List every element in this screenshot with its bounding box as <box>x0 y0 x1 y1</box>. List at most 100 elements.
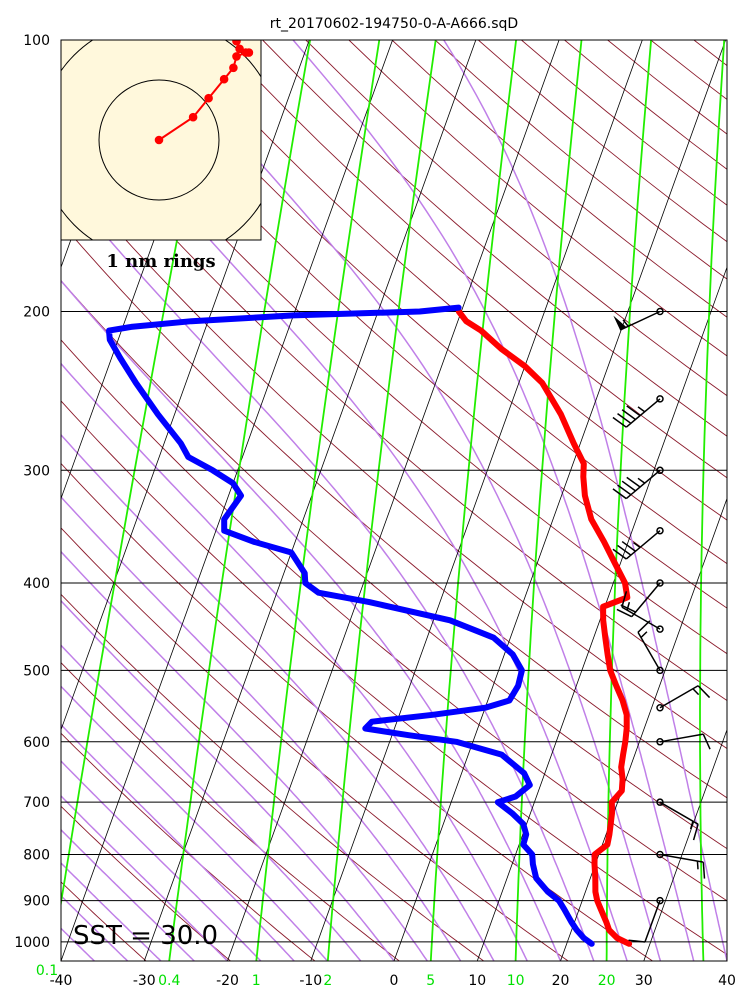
temperature-point <box>600 617 606 623</box>
hodograph-point <box>240 31 246 37</box>
wind-barb <box>656 850 706 879</box>
dewpoint-point <box>290 312 296 318</box>
dry-adiabat <box>61 110 727 702</box>
barb-staff <box>637 631 661 671</box>
barb-half-flag <box>632 541 641 549</box>
moist-adiabat <box>152 40 662 961</box>
isotherm <box>726 959 727 961</box>
pressure-tick-label: 800 <box>23 847 50 863</box>
barb-flag <box>617 544 632 556</box>
moist-adiabat <box>61 599 395 961</box>
wind-barb <box>628 896 664 943</box>
barb-staff <box>621 606 661 630</box>
dry-adiabat <box>132 40 727 565</box>
dewpoint-point <box>369 719 375 725</box>
temperature-point <box>598 906 604 912</box>
mixing-ratio-label: 10 <box>507 973 525 989</box>
dewpoint-point <box>453 739 459 745</box>
barb-half-flag <box>689 820 694 830</box>
barb-flag <box>621 409 636 421</box>
pressure-tick-label: 300 <box>23 463 50 479</box>
temperature-point <box>613 683 619 689</box>
dewpoint-point <box>533 875 539 881</box>
temperature-point <box>592 889 599 895</box>
temperature-point <box>608 821 614 827</box>
temperature-point <box>606 831 613 838</box>
mixing-ratio-line <box>326 40 437 961</box>
barb-half-flag <box>622 319 629 327</box>
dry-adiabat <box>262 40 727 437</box>
temperature-point <box>618 764 624 770</box>
temperature-point <box>498 346 504 352</box>
dewpoint-point <box>221 528 227 534</box>
dewpoint-point <box>221 516 227 522</box>
temperature-line <box>455 308 633 947</box>
temperature-point <box>580 474 586 480</box>
temperature-point <box>624 594 630 601</box>
barb-flag <box>637 620 651 633</box>
temperature-point <box>463 318 469 324</box>
hodograph-point <box>204 93 213 103</box>
dry-adiabat <box>61 462 653 961</box>
dry-adiabat <box>61 662 400 961</box>
temperature-point <box>604 842 611 848</box>
barb-staff <box>644 900 661 943</box>
temperature-point <box>606 927 612 933</box>
moist-adiabat <box>443 40 727 961</box>
temperature-tick-label: 30 <box>635 973 653 989</box>
pressure-tick-label: 900 <box>23 894 50 910</box>
dewpoint-point <box>581 935 587 941</box>
dry-adiabat <box>61 593 484 961</box>
temperature-tick-label: 20 <box>552 973 570 989</box>
moist-adiabat <box>61 495 462 961</box>
temperature-point <box>620 776 626 782</box>
pressure-tick-label: 700 <box>23 795 50 811</box>
temperature-point <box>522 363 528 369</box>
dry-adiabat <box>737 40 750 961</box>
dewpoint-point <box>107 337 113 343</box>
barb-staff <box>659 853 704 863</box>
moist-adiabat <box>61 794 229 961</box>
dewpoint-point <box>302 580 308 586</box>
barb-flag <box>612 488 627 500</box>
wind-barb <box>656 733 711 750</box>
barb-station <box>656 579 664 587</box>
moist-adiabat <box>61 433 495 961</box>
temperature-point <box>478 328 484 334</box>
hodograph-label: 1 nm rings <box>106 251 215 272</box>
barb-pennant <box>613 315 627 331</box>
temperature-point <box>581 461 587 467</box>
isotherm <box>643 728 727 961</box>
dewpoint-point <box>520 821 526 827</box>
dewpoint-point <box>155 411 161 417</box>
pressure-tick-label: 100 <box>23 33 50 49</box>
dewpoint-point <box>178 440 184 446</box>
dewpoint-point <box>521 770 527 776</box>
barb-staff <box>619 310 661 331</box>
temperature-point <box>624 725 630 732</box>
temperature-point <box>582 493 588 499</box>
temperature-point <box>622 580 628 586</box>
wind-barb <box>613 307 664 331</box>
dewpoint-point <box>545 889 551 895</box>
mixing-ratio-label: 0.4 <box>158 973 180 989</box>
dry-adiabat <box>61 805 231 961</box>
temperature-tick-label: -20 <box>216 973 239 989</box>
dewpoint-point <box>574 927 580 933</box>
dewpoint-point <box>456 305 462 311</box>
hodograph-point <box>232 40 241 46</box>
dry-adiabat <box>176 40 727 521</box>
mixing-ratio-label: 2 <box>323 973 332 989</box>
dewpoint-point <box>556 898 562 904</box>
temperature-point <box>588 516 594 522</box>
pressure-tick-label: 600 <box>23 735 50 751</box>
wind-barb <box>612 526 664 560</box>
wind-barb <box>656 685 711 712</box>
barb-station <box>656 703 664 712</box>
barb-staff <box>631 582 661 618</box>
barb-half-flag <box>626 601 631 611</box>
temperature-point <box>591 861 598 867</box>
isotherm <box>143 40 477 961</box>
